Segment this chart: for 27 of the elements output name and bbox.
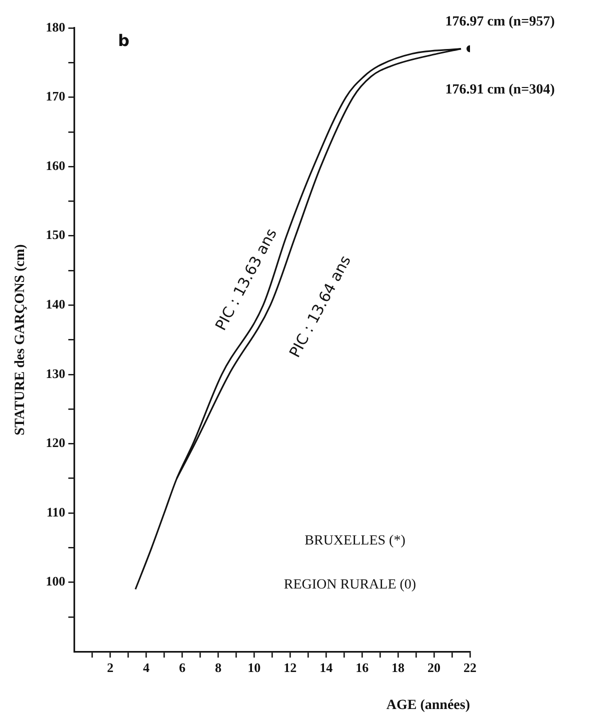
x-tick-label: 12 <box>284 660 297 675</box>
x-tick-label: 4 <box>142 660 150 675</box>
x-tick-label: 8 <box>214 660 222 675</box>
x-tick-label: 20 <box>428 660 441 675</box>
y-tick-label: 100 <box>46 574 66 589</box>
x-tick-label: 14 <box>320 660 334 675</box>
y-tick-label: 170 <box>46 88 66 104</box>
y-axis-title: STATURE des GARÇONS (cm) <box>13 244 28 436</box>
annotation: 176.91 cm (n=304) <box>445 82 556 98</box>
y-tick-label: 160 <box>46 158 66 173</box>
y-tick-label: 120 <box>46 435 66 450</box>
x-tick-label: 6 <box>178 660 186 675</box>
annotation: 176.97 cm (n=957) <box>445 14 556 30</box>
x-tick-label: 10 <box>248 660 261 675</box>
y-tick-label: 140 <box>46 296 66 312</box>
y-tick-label: 130 <box>46 366 66 381</box>
annotation: BRUXELLES (*) <box>304 534 406 549</box>
annotation: REGION RURALE (0) <box>284 578 416 593</box>
x-axis-title: AGE (années) <box>386 698 470 714</box>
x-tick-label: 16 <box>356 660 370 675</box>
x-tick-label: 2 <box>107 660 114 675</box>
x-tick-label: 18 <box>392 660 406 675</box>
y-tick-label: 180 <box>46 19 66 34</box>
y-tick-label: 150 <box>46 227 66 242</box>
annotation: b <box>118 31 130 50</box>
x-tick-label: 22 <box>464 660 476 675</box>
y-tick-label: 110 <box>46 504 66 520</box>
